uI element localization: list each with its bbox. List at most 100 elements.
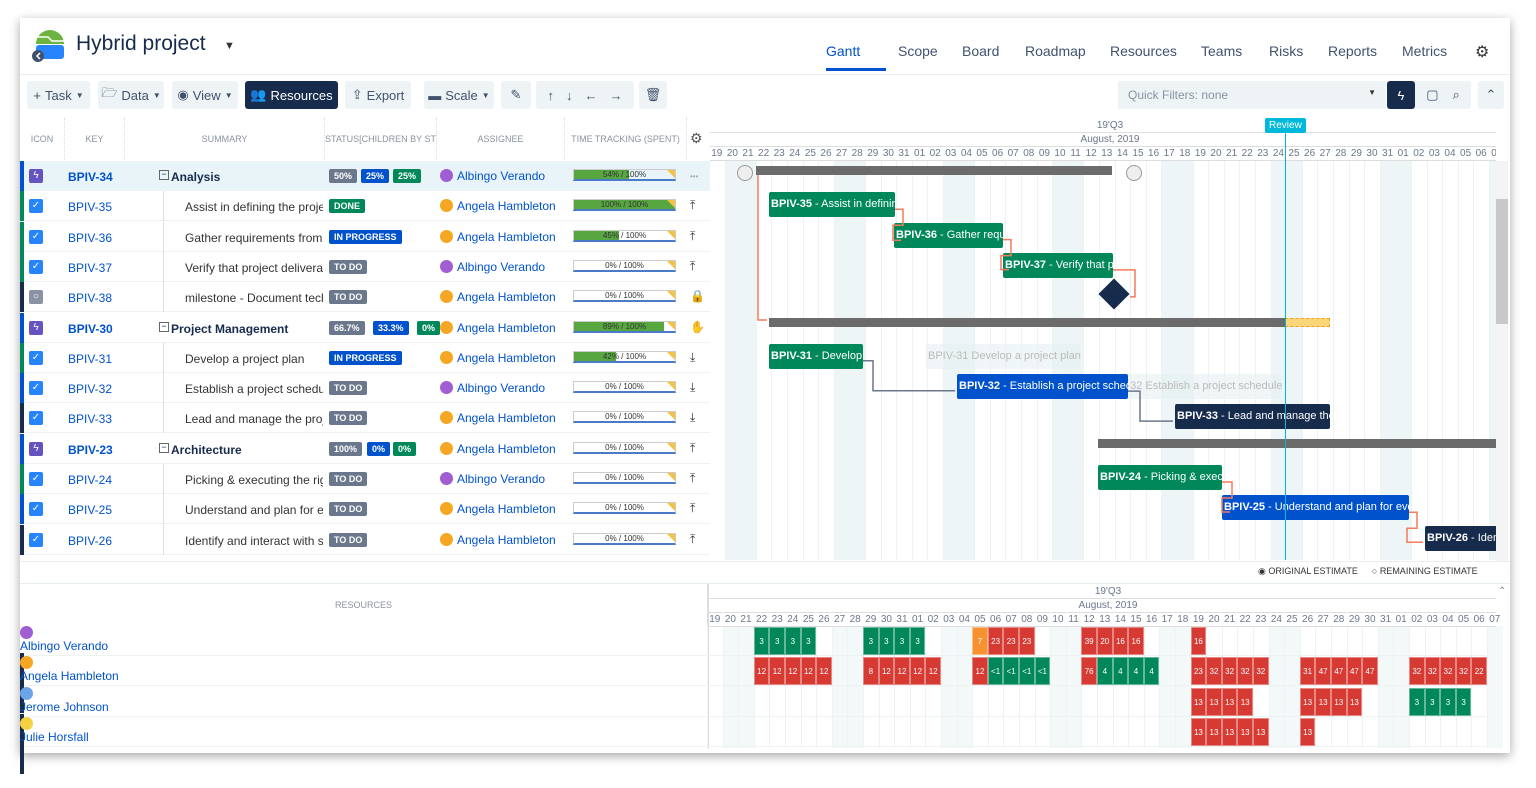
nav-tab-risks[interactable]: Risks: [1269, 43, 1304, 59]
table-row[interactable]: ϟ BPIV-23 − Architecture 100% 0% 0% Angela Hamb…: [20, 433, 710, 464]
resource-load-cell[interactable]: 3: [878, 627, 895, 655]
summary-bar[interactable]: [756, 166, 1112, 175]
resource-load-cell[interactable]: 3: [863, 627, 879, 655]
summary-bar[interactable]: [1098, 438, 1496, 448]
summary-text[interactable]: Picking & executing the right: [185, 473, 323, 487]
quick-filters-select[interactable]: Quick Filters: none ▼: [1118, 81, 1386, 109]
resource-load-cell[interactable]: 12: [972, 657, 988, 686]
table-row[interactable]: ✓ BPIV-26 Identify and interact with stake…: [20, 524, 710, 555]
nav-tab-reports[interactable]: Reports: [1328, 43, 1378, 59]
assignee-link[interactable]: Angela Hambleton: [457, 502, 556, 517]
resources-button[interactable]: 👥 Resources: [245, 81, 338, 109]
resource-load-cell[interactable]: 3: [1424, 687, 1441, 716]
table-row[interactable]: ϟ BPIV-34− Analysis 50% 25% 25% Albingo Verand…: [20, 161, 710, 191]
resource-load-cell[interactable]: 32: [1206, 657, 1222, 686]
arrow-to-top-icon[interactable]: ⤒: [690, 440, 696, 455]
resource-load-cell[interactable]: 13: [1221, 687, 1238, 716]
column-header-2[interactable]: Summary: [125, 118, 325, 160]
assignee-link[interactable]: Angela Hambleton: [457, 290, 556, 305]
resource-load-cell[interactable]: 3: [753, 627, 770, 655]
resource-load-cell[interactable]: 4: [1128, 657, 1144, 686]
collapse-toggle-icon[interactable]: −: [159, 321, 169, 332]
view-menu-button[interactable]: ◉ View ▼: [172, 81, 238, 109]
resource-load-cell[interactable]: 12: [909, 657, 926, 686]
column-header-1[interactable]: Key: [65, 118, 125, 160]
resource-load-cell[interactable]: 22: [1471, 657, 1487, 686]
remaining-estimate-radio[interactable]: ○ REMAINING ESTIMATE: [1371, 566, 1478, 576]
app-logo[interactable]: [32, 28, 68, 64]
resource-load-cell[interactable]: 16: [1112, 627, 1129, 655]
assignee-link[interactable]: Albingo Verando: [457, 169, 546, 183]
resource-load-cell[interactable]: 12: [753, 657, 770, 686]
issue-key-link[interactable]: BPIV-26: [68, 533, 113, 548]
resource-load-cell[interactable]: 13: [1190, 687, 1207, 716]
resource-load-cell[interactable]: 12: [816, 657, 832, 686]
resource-load-cell[interactable]: <1: [987, 657, 1004, 686]
collapse-toggle-icon[interactable]: −: [159, 170, 169, 180]
summary-text[interactable]: Verify that project deliverables: [185, 260, 323, 275]
issue-key-link[interactable]: BPIV-33: [68, 412, 113, 427]
column-header-4[interactable]: Assignee: [437, 118, 565, 160]
column-header-3[interactable]: Status[Children by st: [325, 118, 437, 160]
task-bar[interactable]: BPIV-37 - Verify that project deliverabl…: [1003, 252, 1113, 278]
resource-load-cell[interactable]: 7: [972, 627, 988, 655]
resource-load-cell[interactable]: 12: [878, 657, 895, 686]
delete-button[interactable]: 🗑: [639, 81, 667, 109]
task-bar[interactable]: BPIV-24 - Picking & executing the right: [1098, 465, 1222, 490]
assignee-link[interactable]: Angela Hambleton: [457, 350, 556, 365]
resource-load-cell[interactable]: 13: [1221, 717, 1238, 746]
arrow-to-top-icon[interactable]: ⤒: [690, 228, 696, 243]
resource-load-cell[interactable]: 47: [1331, 657, 1347, 686]
resource-load-cell[interactable]: 3: [785, 627, 801, 655]
resource-load-cell[interactable]: 23: [1190, 657, 1207, 686]
table-row[interactable]: ✓ BPIV-33 Lead and manage the project TO DO…: [20, 403, 710, 434]
assignee-link[interactable]: Angela Hambleton: [457, 441, 556, 456]
resource-load-cell[interactable]: 3: [800, 627, 817, 655]
resource-load-cell[interactable]: 16: [1128, 627, 1144, 655]
resource-load-cell[interactable]: 3: [1409, 687, 1425, 716]
column-header-5[interactable]: Time tracking (spent): [565, 118, 687, 160]
resources-scroll-up-icon[interactable]: ⌃: [1498, 586, 1507, 597]
resource-load-cell[interactable]: 3: [1440, 687, 1456, 716]
resource-load-cell[interactable]: 32: [1237, 657, 1253, 686]
resource-load-cell[interactable]: 23: [1003, 627, 1019, 655]
edit-button[interactable]: ✎: [501, 81, 531, 109]
assignee-link[interactable]: Albingo Verando: [457, 259, 546, 274]
resource-load-cell[interactable]: 13: [1315, 687, 1331, 716]
download-icon[interactable]: ⤓: [690, 380, 696, 395]
resource-load-cell[interactable]: 13: [1206, 717, 1222, 746]
resource-load-cell[interactable]: <1: [1034, 657, 1051, 686]
arrow-right-icon[interactable]: →: [609, 87, 623, 103]
resource-load-cell[interactable]: 13: [1190, 717, 1207, 746]
resource-load-cell[interactable]: 32: [1455, 657, 1472, 686]
issue-key-link[interactable]: BPIV-30: [68, 321, 113, 336]
issue-key-link[interactable]: BPIV-25: [68, 503, 113, 518]
hand-icon[interactable]: ✋: [690, 319, 705, 334]
arrow-up-icon[interactable]: ↑: [547, 87, 555, 103]
task-bar[interactable]: BPIV-36 - Gather requirements from busin…: [894, 222, 1003, 248]
table-row[interactable]: ✓ BPIV-31 Develop a project plan IN PROGRES…: [20, 342, 710, 373]
resource-load-cell[interactable]: 13: [1237, 687, 1253, 716]
resource-load-cell[interactable]: 4: [1143, 657, 1160, 686]
resource-load-cell[interactable]: 12: [769, 657, 785, 686]
arrow-to-top-icon[interactable]: ⤒: [690, 198, 696, 213]
issue-key-link[interactable]: BPIV-23: [68, 442, 113, 457]
scale-menu-button[interactable]: ▬ Scale ▼: [424, 81, 494, 109]
arrow-to-top-icon[interactable]: ⤒: [690, 258, 696, 273]
table-row[interactable]: ✓ BPIV-25 Understand and plan for evolutio…: [20, 494, 710, 525]
task-bar[interactable]: BPIV-31 - Develop a project plan: [769, 343, 863, 369]
table-row[interactable]: ○ BPIV-38 milestone - Document technical TO…: [20, 282, 710, 313]
project-title[interactable]: Hybrid project: [76, 32, 206, 55]
issue-key-link[interactable]: BPIV-35: [68, 200, 113, 215]
arrow-down-icon[interactable]: ↓: [566, 87, 573, 103]
resource-load-cell[interactable]: 3: [769, 627, 785, 655]
resource-load-cell[interactable]: 13: [1206, 687, 1222, 716]
resource-load-cell[interactable]: 32: [1424, 657, 1441, 686]
resource-load-cell[interactable]: 47: [1346, 657, 1363, 686]
resource-load-cell[interactable]: 13: [1299, 717, 1316, 746]
project-dropdown-icon[interactable]: ▼: [224, 40, 235, 52]
data-menu-button[interactable]: 🗁 Data ▼: [98, 81, 164, 109]
table-row[interactable]: ✓ BPIV-32 Establish a project schedule TO D…: [20, 373, 710, 404]
nav-tab-board[interactable]: Board: [962, 43, 1000, 59]
issue-key-link[interactable]: BPIV-31: [68, 351, 113, 366]
